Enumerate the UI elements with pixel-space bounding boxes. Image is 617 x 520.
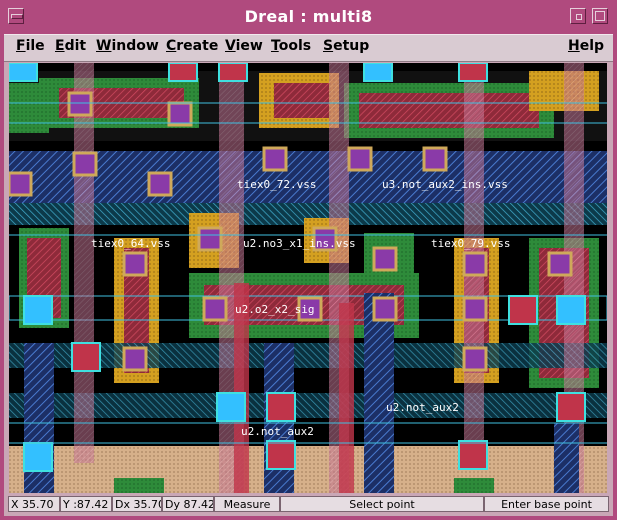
menu-create[interactable]: Create (166, 38, 219, 54)
label-tiex0-79: tiex0_79.vss (431, 237, 510, 250)
label-u2-not-aux2-a: u2.not_aux2 (386, 401, 459, 414)
label-u2-no3-x1-ins: u2.no3_x1_ins.vss (243, 237, 356, 250)
menu-file[interactable]: File (16, 38, 45, 54)
status-x: X 35.70 (8, 496, 60, 512)
status-hint: Enter base point (484, 496, 609, 512)
window-frame-bottom[interactable] (0, 516, 617, 520)
menu-window[interactable]: Window (96, 38, 159, 54)
label-u2-not-aux2-b: u2.not_aux2 (241, 425, 314, 438)
layout-canvas[interactable]: tiex0_72.vss u3.not_aux2_ins.vss tiex0_6… (9, 63, 607, 493)
status-dy: Dy 87.42 (162, 496, 214, 512)
window-title: Dreal : multi8 (244, 7, 373, 26)
contacts (9, 63, 586, 472)
window-frame-left[interactable] (0, 34, 4, 520)
maximize-button[interactable] (592, 8, 608, 24)
status-dx: Dx 35.70 (112, 496, 162, 512)
menu-bar: File Edit Window Create View Tools Setup… (4, 34, 613, 62)
menu-edit[interactable]: Edit (55, 38, 87, 54)
menu-help[interactable]: Help (568, 38, 605, 54)
title-bar: Dreal : multi8 (0, 0, 617, 35)
layout-drawing: tiex0_72.vss u3.not_aux2_ins.vss tiex0_6… (9, 63, 607, 493)
status-prompt: Select point (280, 496, 484, 512)
menu-tools[interactable]: Tools (271, 38, 312, 54)
window-menu-button[interactable] (8, 8, 24, 24)
menu-view[interactable]: View (225, 38, 263, 54)
label-tiex0-72: tiex0_72.vss (237, 178, 316, 191)
menu-setup[interactable]: Setup (323, 38, 370, 54)
status-mode: Measure (214, 496, 280, 512)
status-y: Y :87.42 (60, 496, 112, 512)
window-frame-right[interactable] (613, 34, 617, 520)
label-tiex0-64: tiex0_64.vss (91, 237, 170, 250)
label-u3-not-aux2-ins: u3.not_aux2_ins.vss (382, 178, 508, 191)
label-u2-o2-x2-sig: u2.o2_x2_sig (235, 303, 314, 316)
minimize-button[interactable] (570, 8, 586, 24)
